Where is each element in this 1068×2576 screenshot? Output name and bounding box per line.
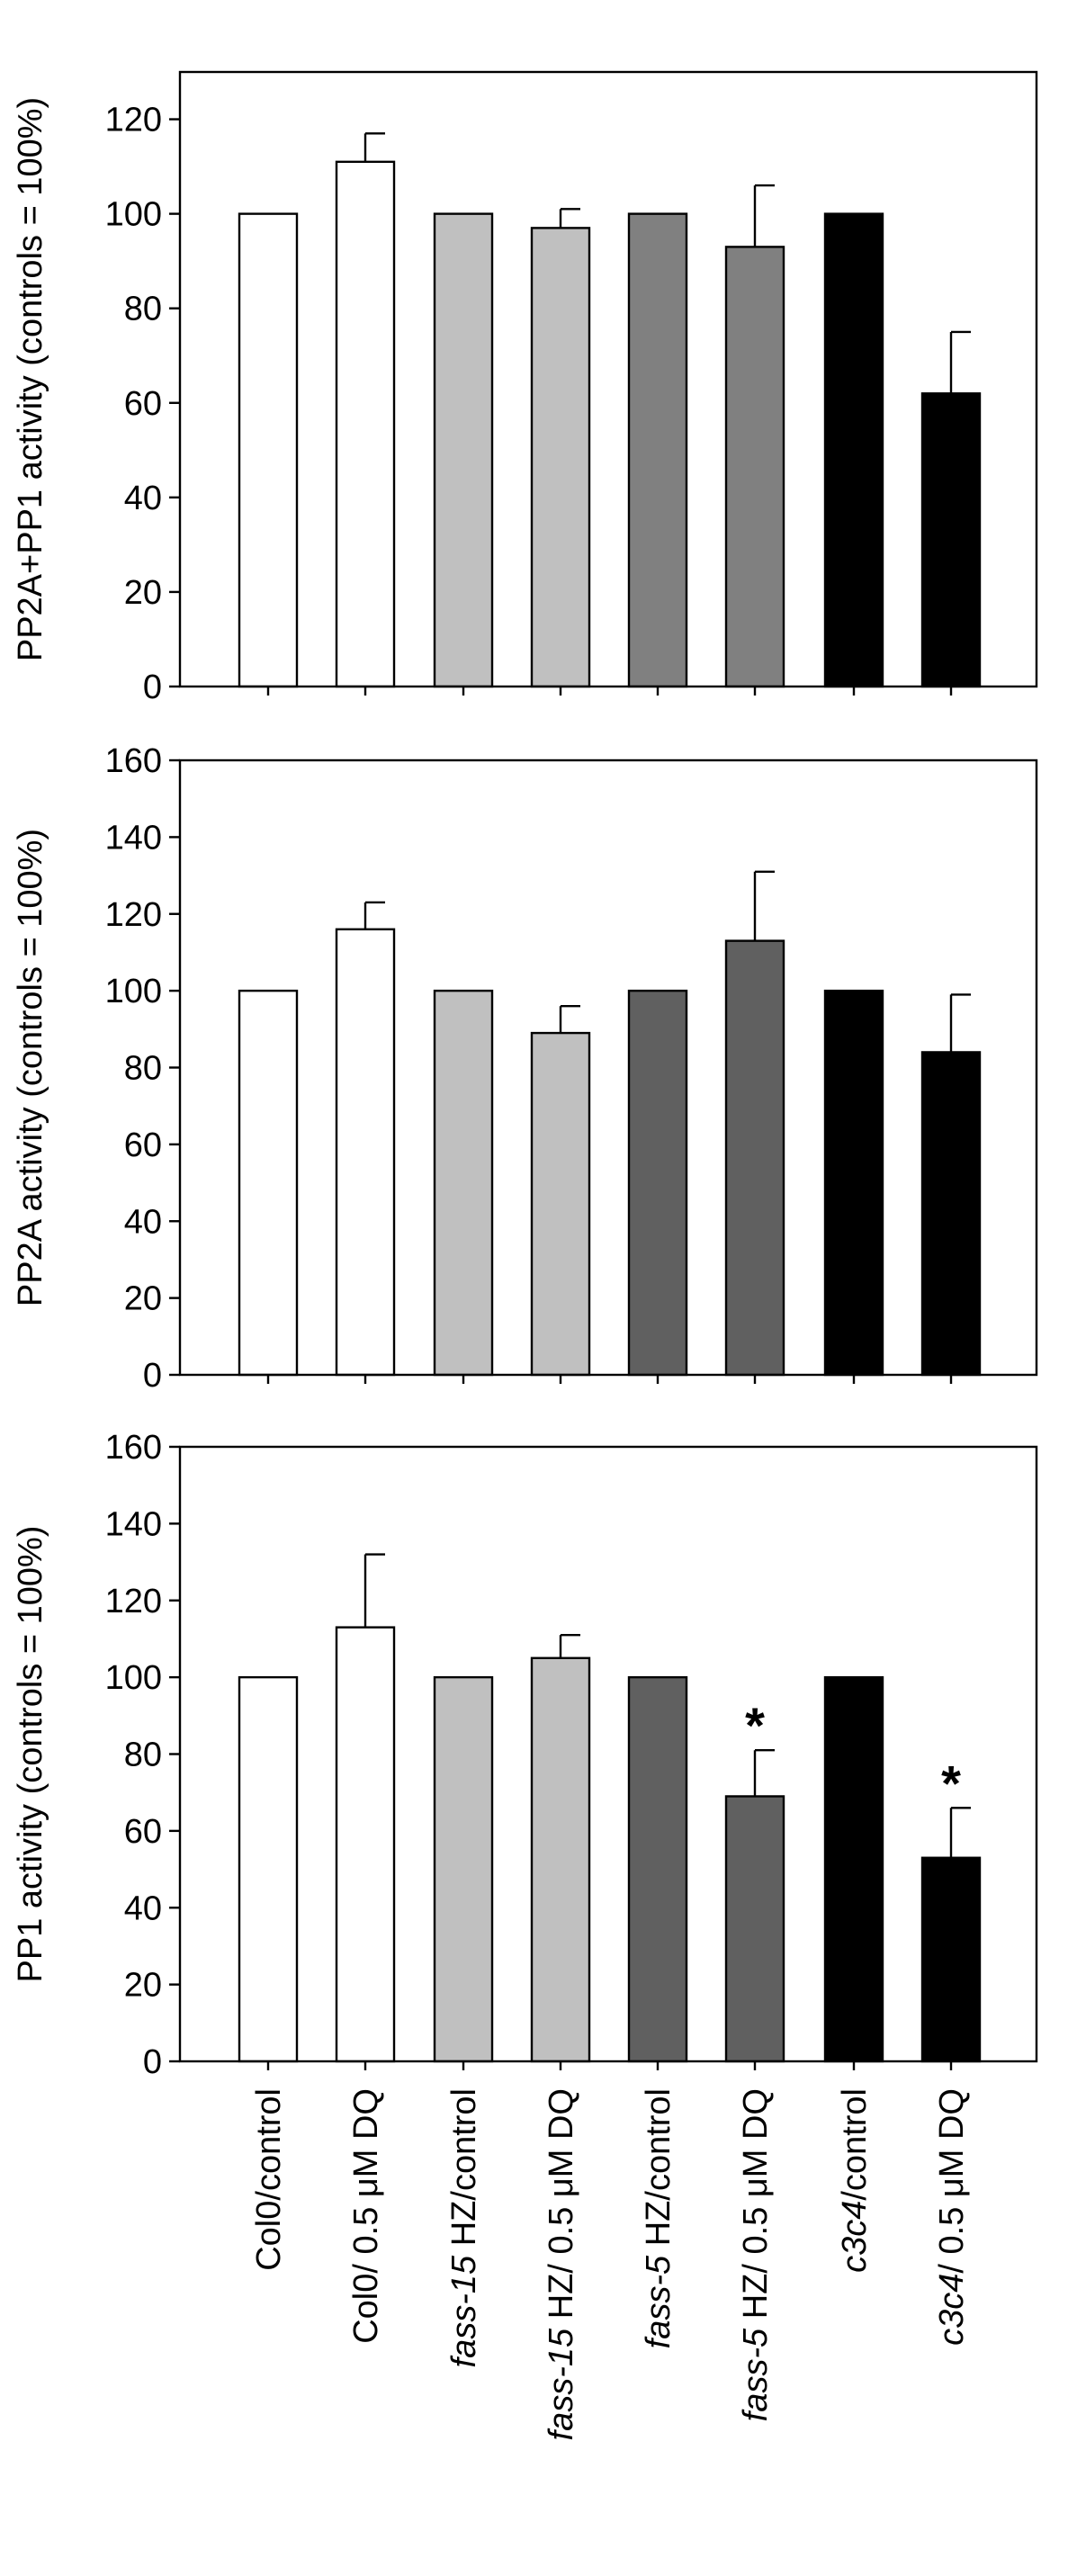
x-category-label-italic: fass-5 <box>737 2328 775 2421</box>
bar <box>627 212 688 688</box>
y-tick-label: 160 <box>105 1429 162 1467</box>
bar <box>433 989 494 1377</box>
x-category-label-text: Col0/control <box>250 2088 288 2271</box>
bar <box>724 939 785 1377</box>
axes-frame <box>178 70 1038 688</box>
panel-3: * * 0 20 40 60 80 100 120 140 160 PP1 activity (con… <box>12 1429 1038 2081</box>
x-axis-category-labels: Col0/control Col0/ 0.5 μM DQ fass-15 HZ/co… <box>250 2088 971 2440</box>
x-category-label: Col0/ 0.5 μM DQ <box>347 2088 385 2344</box>
x-category-label-text: HZ/ 0.5 μM DQ <box>737 2088 775 2329</box>
y-axis-label: PP1 activity (controls = 100%) <box>12 1526 49 1983</box>
y-axis-label: PP2A activity (controls = 100%) <box>12 829 49 1306</box>
y-axis-label: PP2A+PP1 activity (controls = 100%) <box>12 97 49 661</box>
y-tick-label: 40 <box>124 1203 162 1241</box>
y-tick-label: 60 <box>124 1126 162 1164</box>
x-category-label: fass-5 HZ/control <box>640 2088 678 2348</box>
bar <box>335 160 396 688</box>
x-category-label-italic: c3c4 <box>836 2201 874 2273</box>
x-category-label: c3c4/ 0.5 μM DQ <box>933 2088 971 2346</box>
y-tick-label: 100 <box>105 1659 162 1697</box>
y-tick-label: 120 <box>105 102 162 139</box>
y-tick-label: 40 <box>124 1889 162 1927</box>
bar <box>530 1031 591 1377</box>
bar <box>920 1856 982 2063</box>
bar <box>627 989 688 1377</box>
bar <box>433 212 494 688</box>
y-tick-label: 100 <box>105 973 162 1010</box>
x-category-label: c3c4/control <box>836 2088 874 2273</box>
bar <box>530 1656 591 2063</box>
x-category-label-text: / 0.5 μM DQ <box>933 2088 971 2274</box>
bar <box>724 246 785 688</box>
panel-2: 0 20 40 60 80 100 120 140 160 PP2A activity (cont… <box>12 742 1038 1395</box>
bar <box>627 1675 688 2063</box>
bar <box>530 227 591 688</box>
y-tick-label: 80 <box>124 1050 162 1088</box>
y-tick-label: 0 <box>143 1357 162 1395</box>
bar <box>823 989 884 1377</box>
x-category-label-text: /control <box>836 2088 874 2201</box>
y-tick-label: 120 <box>105 1583 162 1620</box>
y-tick-label: 20 <box>124 1280 162 1318</box>
y-tick-label: 120 <box>105 896 162 934</box>
x-category-label: fass-15 HZ/ 0.5 μM DQ <box>543 2088 580 2440</box>
y-tick-label: 80 <box>124 1737 162 1774</box>
y-tick-label: 0 <box>143 669 162 706</box>
bar <box>238 1675 299 2063</box>
significance-marker: * <box>745 1697 765 1754</box>
bar <box>335 1626 396 2063</box>
x-category-label-italic: fass-5 <box>640 2255 678 2348</box>
x-category-label-italic: c3c4 <box>933 2274 971 2346</box>
panel-1: 0 20 40 60 80 100 120 PP2A+PP1 activity (contro… <box>12 70 1038 706</box>
y-tick-label: 140 <box>105 819 162 857</box>
x-category-label-text: Col0/ 0.5 μM DQ <box>347 2088 385 2344</box>
x-category-label: fass-15 HZ/control <box>445 2088 483 2367</box>
bar <box>823 1675 884 2063</box>
y-tick-label: 20 <box>124 1967 162 2005</box>
axes-frame <box>178 1445 1038 2063</box>
x-category-label-text: HZ/ 0.5 μM DQ <box>543 2088 580 2329</box>
bar <box>920 392 982 688</box>
bar <box>920 1051 982 1377</box>
bar <box>433 1675 494 2063</box>
axes-frame <box>178 758 1038 1377</box>
y-tick-label: 80 <box>124 291 162 328</box>
x-category-label: Col0/control <box>250 2088 288 2271</box>
bar <box>335 928 396 1377</box>
bar <box>823 212 884 688</box>
bar <box>238 989 299 1377</box>
significance-marker: * <box>941 1755 961 1811</box>
y-tick-label: 20 <box>124 574 162 612</box>
y-tick-label: 100 <box>105 196 162 234</box>
bar <box>238 212 299 688</box>
y-tick-label: 160 <box>105 742 162 780</box>
bar <box>724 1795 785 2063</box>
y-tick-label: 60 <box>124 385 162 423</box>
x-category-label-italic: fass-15 <box>445 2255 483 2367</box>
y-tick-label: 140 <box>105 1505 162 1543</box>
x-category-label: fass-5 HZ/ 0.5 μM DQ <box>737 2088 775 2421</box>
x-category-label-text: HZ/control <box>640 2088 678 2256</box>
y-tick-label: 60 <box>124 1813 162 1851</box>
x-category-label-text: HZ/control <box>445 2088 483 2256</box>
y-tick-label: 0 <box>143 2043 162 2081</box>
y-tick-label: 40 <box>124 480 162 517</box>
x-category-label-italic: fass-15 <box>543 2328 580 2440</box>
